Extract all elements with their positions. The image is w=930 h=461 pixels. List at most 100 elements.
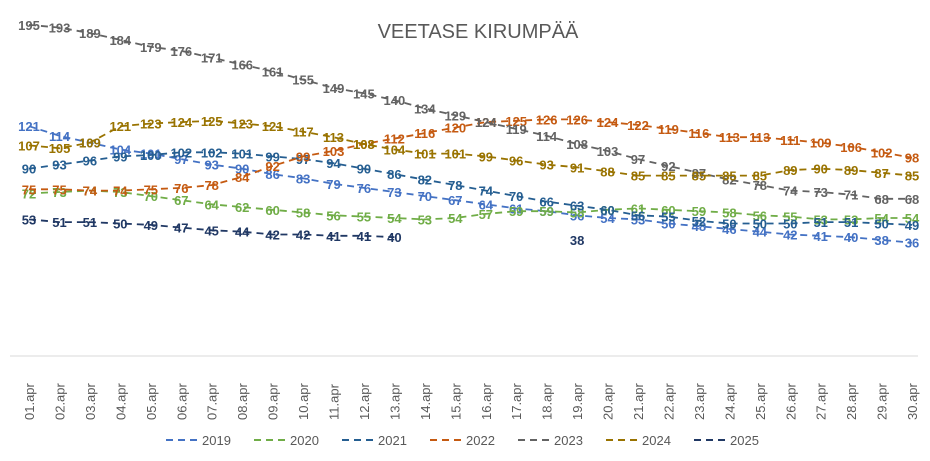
series-2023-label: 124 [475, 115, 497, 130]
series-2022-label: 74 [113, 184, 128, 199]
series-2022-label: 102 [871, 145, 893, 160]
x-tick-label: 11.apr [327, 383, 342, 420]
series-2023-label: 176 [170, 44, 192, 59]
series-2020-label: 54 [874, 211, 889, 226]
legend-item: 2019 [166, 433, 231, 448]
series-2020-label: 60 [600, 203, 614, 218]
series-2020-label: 58 [570, 206, 584, 221]
series-2022-label: 116 [688, 126, 709, 141]
series-2023-label: 129 [444, 108, 466, 123]
legend-label: 2025 [730, 433, 759, 448]
series-2022-label: 75 [52, 182, 66, 197]
series-2023-label: 195 [18, 18, 40, 33]
series-2021-label: 55 [661, 210, 675, 225]
series-2023-label: 193 [49, 21, 71, 36]
series-2019-label: 76 [357, 181, 371, 196]
series-2020-label: 53 [844, 212, 858, 227]
series-2019-label: 56 [570, 208, 584, 223]
series-2021-label: 56 [631, 208, 645, 223]
series-2025-label: 45 [204, 223, 218, 238]
series-2021-label: 50 [753, 217, 767, 232]
series-2020-label: 59 [539, 204, 553, 219]
series-2025-label: 44 [235, 225, 250, 240]
series-2019-label: 38 [874, 233, 888, 248]
legend-label: 2023 [554, 433, 583, 448]
x-tick-label: 23.apr [692, 382, 707, 420]
series-2020-label: 64 [204, 197, 219, 212]
series-2022-label: 75 [22, 182, 36, 197]
legend-item: 2021 [342, 433, 407, 448]
series-2019-label: 83 [296, 171, 310, 186]
x-tick-label: 15.apr [448, 382, 463, 420]
series-2023-label: 155 [292, 73, 314, 88]
series-2023-label: 78 [753, 178, 767, 193]
legend-label: 2019 [202, 433, 231, 448]
x-tick-label: 22.apr [661, 382, 676, 420]
series-2025-label: 40 [387, 230, 401, 245]
series-2021-label: 100 [140, 148, 162, 163]
series-2020-label: 61 [631, 201, 645, 216]
series-2024-label: 85 [905, 169, 919, 184]
series-2022-label: 75 [144, 182, 158, 197]
legend-item: 2024 [606, 433, 671, 448]
series-2020-label: 55 [783, 210, 797, 225]
series-2020-label: 59 [509, 204, 523, 219]
series-2025-label: 38 [570, 233, 584, 248]
series-2024-label: 105 [49, 141, 71, 156]
x-tick-label: 25.apr [753, 382, 768, 420]
series-2024-label: 88 [600, 164, 614, 179]
series-2021-label: 93 [52, 158, 66, 173]
series-2019-label: 121 [18, 119, 40, 134]
series-2023-label: 189 [79, 26, 101, 41]
series-2024-label: 85 [722, 169, 736, 184]
series-2019-label: 104 [109, 143, 131, 158]
x-tick-label: 09.apr [266, 382, 281, 420]
series-2022-label: 124 [597, 115, 619, 130]
series-2020-label: 54 [387, 211, 402, 226]
series-2023-label: 145 [353, 86, 375, 101]
series-2019-label: 79 [326, 177, 340, 192]
series-2021-label: 50 [722, 217, 736, 232]
legend-label: 2024 [642, 433, 671, 448]
series-2025-label: 50 [113, 217, 127, 232]
series-2025-label: 41 [357, 229, 371, 244]
series-2024-label: 90 [813, 162, 827, 177]
series-2024-label: 89 [783, 163, 797, 178]
x-tick-label: 07.apr [205, 382, 220, 420]
series-2019-label: 54 [600, 211, 615, 226]
series-2024-label: 117 [293, 125, 314, 140]
series-2019-label: 73 [387, 185, 401, 200]
series-2019-label: 41 [813, 229, 827, 244]
series-2022-label: 99 [296, 149, 310, 164]
x-tick-label: 06.apr [174, 382, 189, 420]
series-2025-label: 42 [265, 228, 279, 243]
x-tick-label: 29.apr [875, 382, 890, 420]
x-tick-label: 01.apr [22, 382, 37, 420]
series-2022-label: 111 [780, 133, 800, 148]
series-2019-label: 67 [448, 193, 462, 208]
series-2019-label: 36 [905, 236, 919, 251]
series-2022-label: 92 [265, 159, 279, 174]
x-tick-label: 27.apr [814, 382, 829, 420]
series-2023-label: 68 [905, 192, 919, 207]
series-2021-label: 99 [265, 149, 279, 164]
series-2023-line [28, 24, 912, 200]
series-2025-label: 47 [174, 221, 188, 236]
series-2025-label: 49 [144, 218, 158, 233]
series-2023-label: 179 [140, 40, 162, 55]
series-2022-label: 106 [840, 140, 862, 155]
x-tick-label: 24.apr [722, 382, 737, 420]
series-2021-label: 70 [509, 189, 523, 204]
series-2025-label: 53 [22, 212, 36, 227]
series-2019-label: 42 [783, 228, 797, 243]
series-2023-label: 97 [631, 152, 645, 167]
x-tick-label: 04.apr [113, 382, 128, 420]
series-2020-label: 59 [692, 204, 706, 219]
series-2024-line [28, 119, 913, 177]
x-tick-label: 02.apr [52, 382, 67, 420]
series-2021-line [28, 151, 913, 226]
series-2025-label: 51 [83, 215, 97, 230]
series-2024-label: 91 [570, 160, 584, 175]
